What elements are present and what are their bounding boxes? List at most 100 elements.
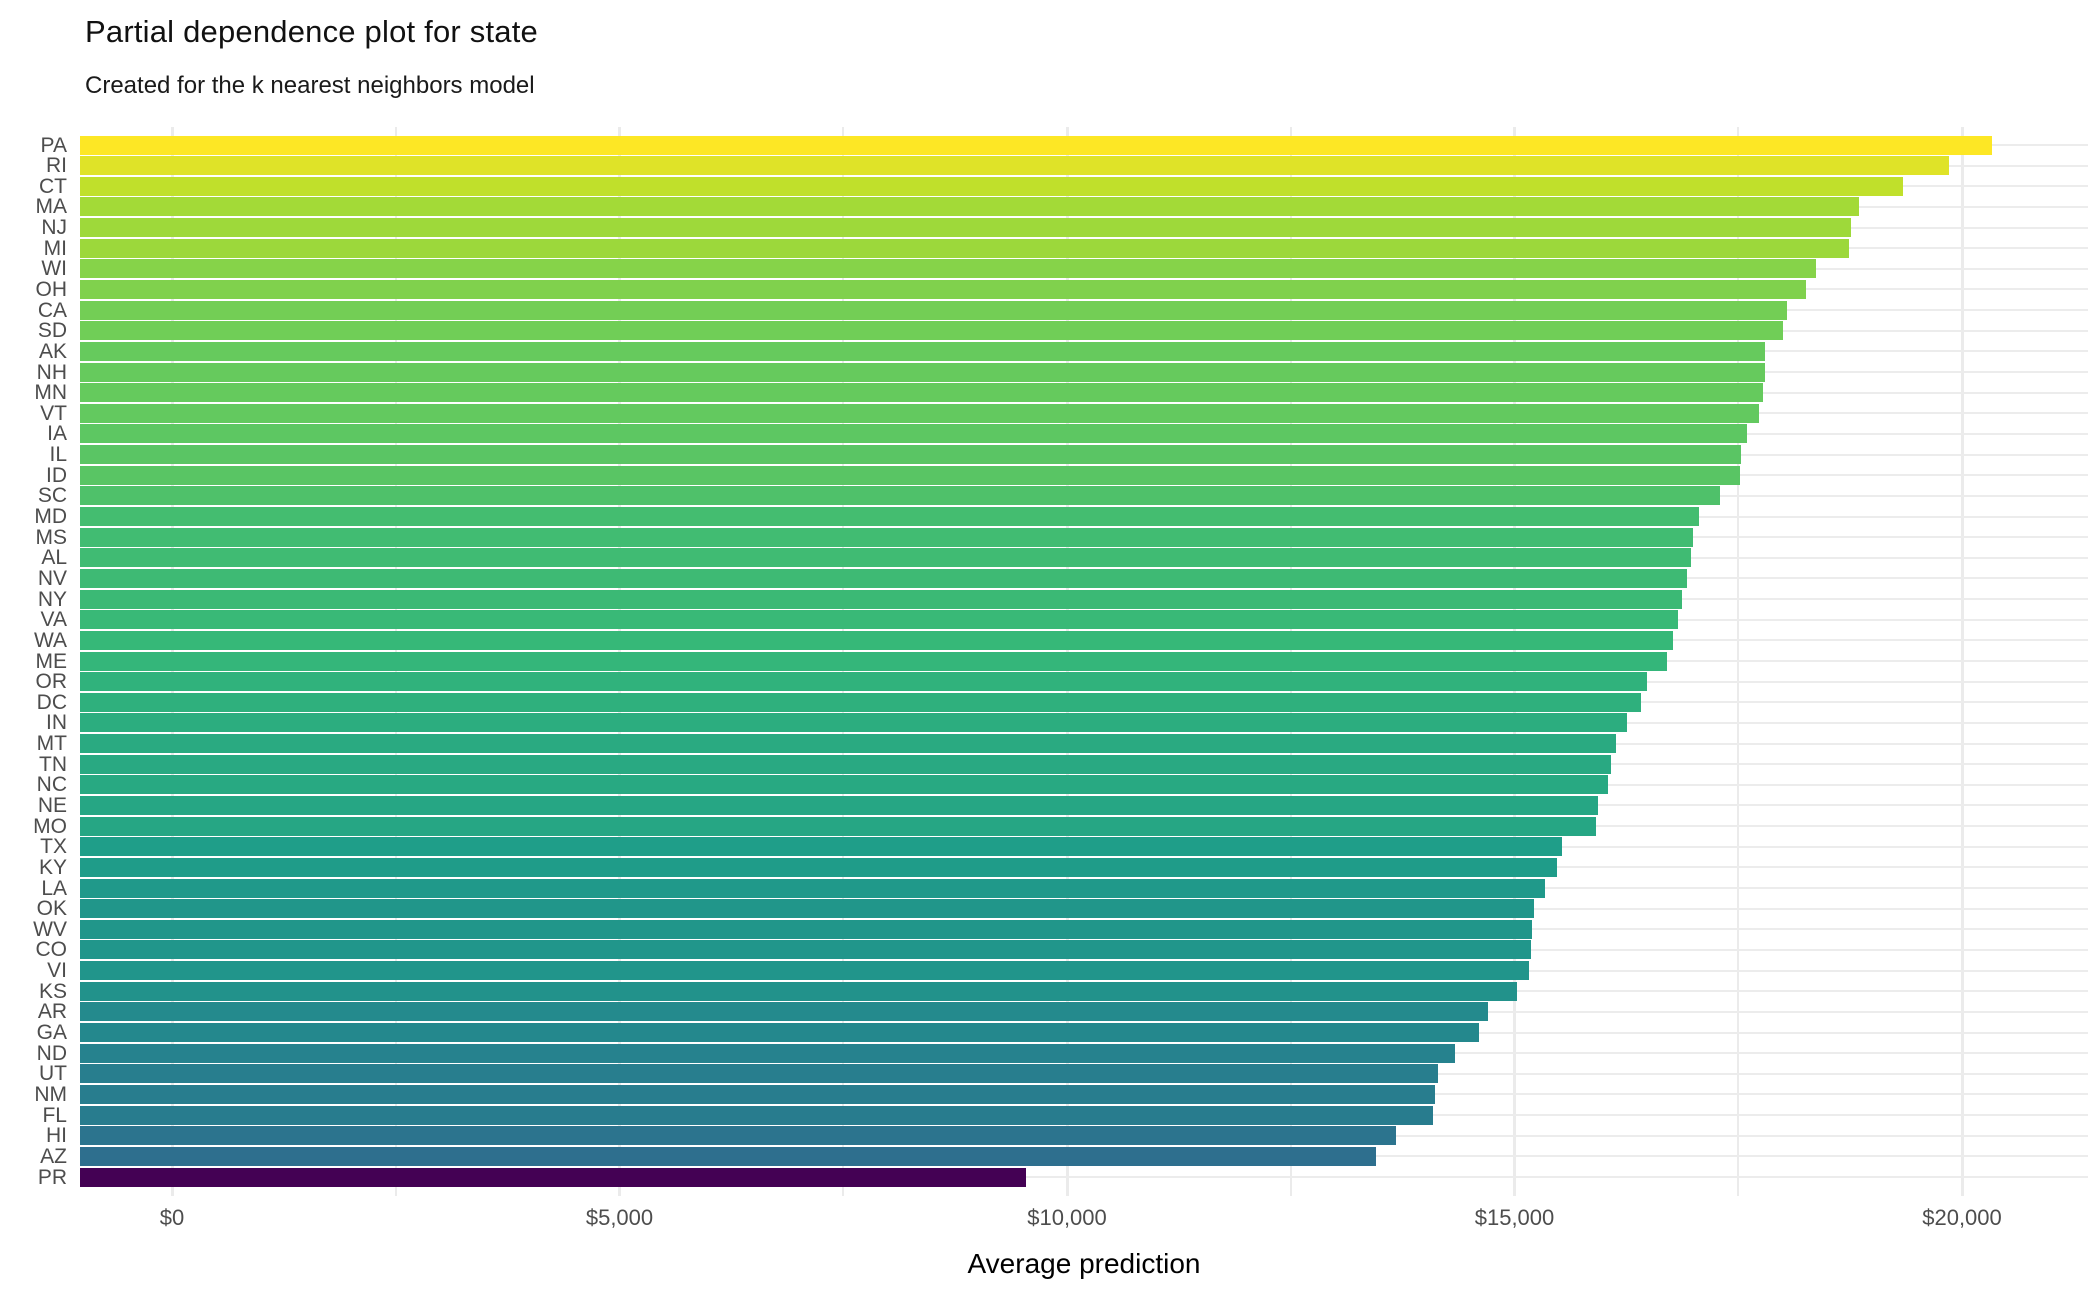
bar-or bbox=[80, 672, 1647, 692]
bar-ak bbox=[80, 341, 1766, 361]
bar-nh bbox=[80, 362, 1765, 382]
bar-ma bbox=[80, 197, 1860, 217]
y-tick-label-nc: NC bbox=[36, 773, 67, 797]
y-tick-label-ri: RI bbox=[46, 154, 67, 178]
bar-ia bbox=[80, 424, 1747, 444]
y-tick-label-nh: NH bbox=[36, 360, 67, 384]
y-tick-label-mt: MT bbox=[36, 732, 67, 756]
plot-panel bbox=[80, 127, 2088, 1196]
plot-subtitle: Created for the k nearest neighbors mode… bbox=[85, 72, 535, 99]
y-tick-label-mi: MI bbox=[43, 236, 67, 260]
bar-sd bbox=[80, 321, 1783, 341]
y-tick-label-nd: ND bbox=[36, 1041, 67, 1065]
bar-ne bbox=[80, 795, 1598, 815]
y-tick-label-or: OR bbox=[35, 670, 68, 694]
bar-ca bbox=[80, 300, 1787, 320]
y-tick-label-in: IN bbox=[46, 711, 67, 735]
bar-ms bbox=[80, 527, 1694, 547]
bar-pr bbox=[80, 1167, 1026, 1187]
bar-nc bbox=[80, 775, 1609, 795]
y-tick-label-ny: NY bbox=[37, 587, 67, 611]
y-tick-label-tn: TN bbox=[39, 752, 67, 776]
bar-mo bbox=[80, 816, 1596, 836]
y-tick-label-vt: VT bbox=[40, 401, 67, 425]
x-tick-label: $10,000 bbox=[1027, 1205, 1107, 1230]
y-tick-label-ok: OK bbox=[36, 897, 67, 921]
bar-tn bbox=[80, 754, 1612, 774]
bar-ut bbox=[80, 1064, 1438, 1084]
bar-hi bbox=[80, 1126, 1396, 1146]
bar-fl bbox=[80, 1105, 1433, 1125]
y-tick-label-pr: PR bbox=[37, 1165, 67, 1189]
bar-in bbox=[80, 713, 1627, 733]
y-tick-label-ia: IA bbox=[47, 422, 67, 446]
bar-dc bbox=[80, 692, 1642, 712]
bar-nj bbox=[80, 218, 1852, 238]
y-tick-label-il: IL bbox=[49, 443, 67, 467]
y-tick-label-co: CO bbox=[35, 938, 68, 962]
bar-me bbox=[80, 651, 1667, 671]
y-tick-label-hi: HI bbox=[46, 1124, 67, 1148]
bar-ar bbox=[80, 1002, 1488, 1022]
bar-tx bbox=[80, 837, 1562, 857]
x-tick-label: $15,000 bbox=[1474, 1205, 1555, 1230]
y-tick-label-nm: NM bbox=[34, 1082, 67, 1106]
y-tick-label-wi: WI bbox=[41, 257, 67, 281]
gridline-y bbox=[80, 1176, 2088, 1178]
bar-az bbox=[80, 1146, 1377, 1166]
bar-wa bbox=[80, 630, 1673, 650]
y-tick-label-nj: NJ bbox=[41, 216, 67, 240]
bar-al bbox=[80, 548, 1691, 568]
y-tick-label-ar: AR bbox=[37, 1000, 67, 1024]
y-tick-label-ga: GA bbox=[36, 1021, 67, 1045]
y-tick-label-ct: CT bbox=[39, 174, 67, 198]
bar-ct bbox=[80, 176, 1903, 196]
y-tick-label-ky: KY bbox=[38, 855, 67, 879]
bar-vt bbox=[80, 403, 1759, 423]
bar-id bbox=[80, 465, 1741, 485]
y-tick-label-ms: MS bbox=[35, 525, 68, 549]
bar-ri bbox=[80, 156, 1950, 176]
bar-nd bbox=[80, 1043, 1455, 1063]
y-tick-label-az: AZ bbox=[40, 1144, 67, 1168]
y-tick-label-sc: SC bbox=[37, 484, 67, 508]
bar-ky bbox=[80, 857, 1557, 877]
y-tick-label-ak: AK bbox=[38, 339, 67, 363]
y-tick-label-wv: WV bbox=[33, 917, 67, 941]
y-tick-label-mo: MO bbox=[33, 814, 67, 838]
x-tick-label: $5,000 bbox=[585, 1205, 654, 1230]
y-tick-label-al: AL bbox=[41, 546, 67, 570]
bar-ga bbox=[80, 1023, 1480, 1043]
y-tick-label-ma: MA bbox=[35, 195, 68, 219]
bar-la bbox=[80, 878, 1546, 898]
bar-wv bbox=[80, 919, 1532, 939]
y-tick-label-dc: DC bbox=[36, 690, 67, 714]
bar-sc bbox=[80, 486, 1720, 506]
y-tick-label-tx: TX bbox=[40, 835, 67, 859]
y-tick-label-vi: VI bbox=[47, 959, 67, 983]
y-tick-label-ne: NE bbox=[37, 793, 67, 817]
y-tick-label-nv: NV bbox=[37, 566, 67, 590]
y-tick-label-va: VA bbox=[40, 608, 67, 632]
x-tick-label: $0 bbox=[159, 1205, 185, 1230]
x-tick-label: $20,000 bbox=[1922, 1205, 2002, 1230]
bar-wi bbox=[80, 259, 1817, 279]
bar-ny bbox=[80, 589, 1683, 609]
y-tick-label-mn: MN bbox=[34, 381, 67, 405]
x-axis-title: Average prediction bbox=[967, 1248, 1201, 1279]
y-tick-label-ut: UT bbox=[39, 1062, 67, 1086]
bar-va bbox=[80, 610, 1678, 630]
y-tick-label-pa: PA bbox=[40, 133, 67, 157]
bar-mn bbox=[80, 383, 1763, 403]
y-tick-label-fl: FL bbox=[42, 1103, 67, 1127]
plot-title: Partial dependence plot for state bbox=[85, 14, 538, 49]
y-tick-label-la: LA bbox=[41, 876, 67, 900]
y-tick-label-me: ME bbox=[35, 649, 68, 673]
y-tick-label-sd: SD bbox=[37, 319, 67, 343]
y-tick-label-wa: WA bbox=[33, 628, 67, 652]
bar-il bbox=[80, 445, 1741, 465]
bar-pa bbox=[80, 135, 1993, 155]
bar-mt bbox=[80, 734, 1616, 754]
bar-oh bbox=[80, 279, 1806, 299]
